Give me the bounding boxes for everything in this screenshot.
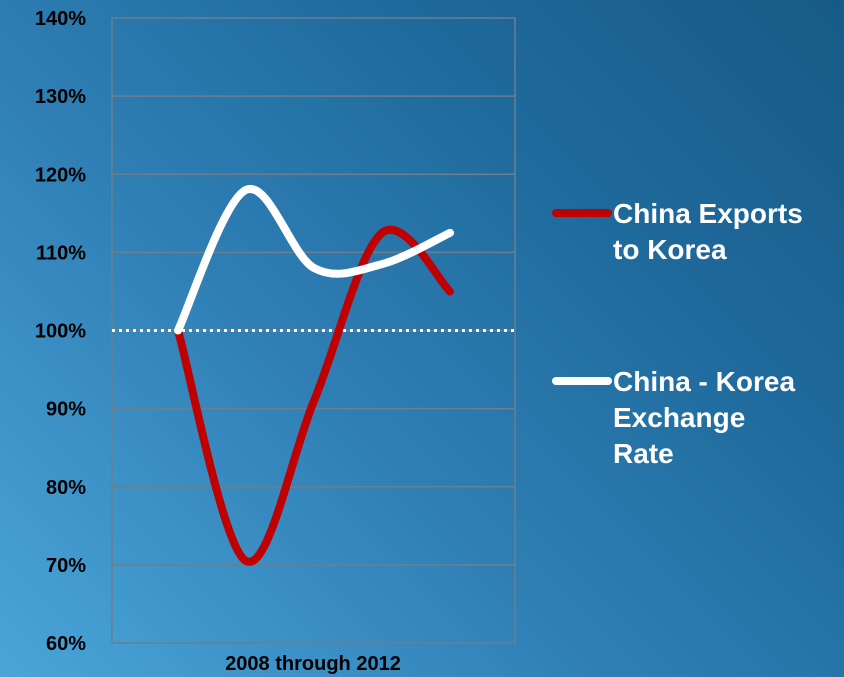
x-axis-label: 2008 through 2012 [225,653,401,675]
y-tick-label: 140% [35,8,86,30]
series-line-1 [174,185,454,335]
series-line-0 [174,225,454,566]
y-tick-label: 60% [46,633,86,655]
legend-label-1: Exchange [613,402,745,433]
legend-label-0: to Korea [613,234,727,265]
y-tick-label: 70% [46,555,86,577]
y-tick-label: 80% [46,477,86,499]
y-tick-label: 110% [36,242,86,264]
y-tick-label: 100% [35,321,86,343]
legend-label-0: China Exports [613,198,803,229]
y-tick-label: 130% [35,86,86,108]
y-tick-label: 90% [46,399,86,421]
legend-label-1: China - Korea [613,366,795,397]
gridlines [112,95,515,566]
series-lines [174,185,454,566]
y-axis-ticks: 60% 70% 80% 90% 100% 110% 120% 130% 140% [35,8,86,655]
legend-label-1: Rate [613,438,674,469]
legend: China Exports to Korea China - Korea Exchan… [552,198,803,469]
y-tick-label: 120% [35,164,86,186]
